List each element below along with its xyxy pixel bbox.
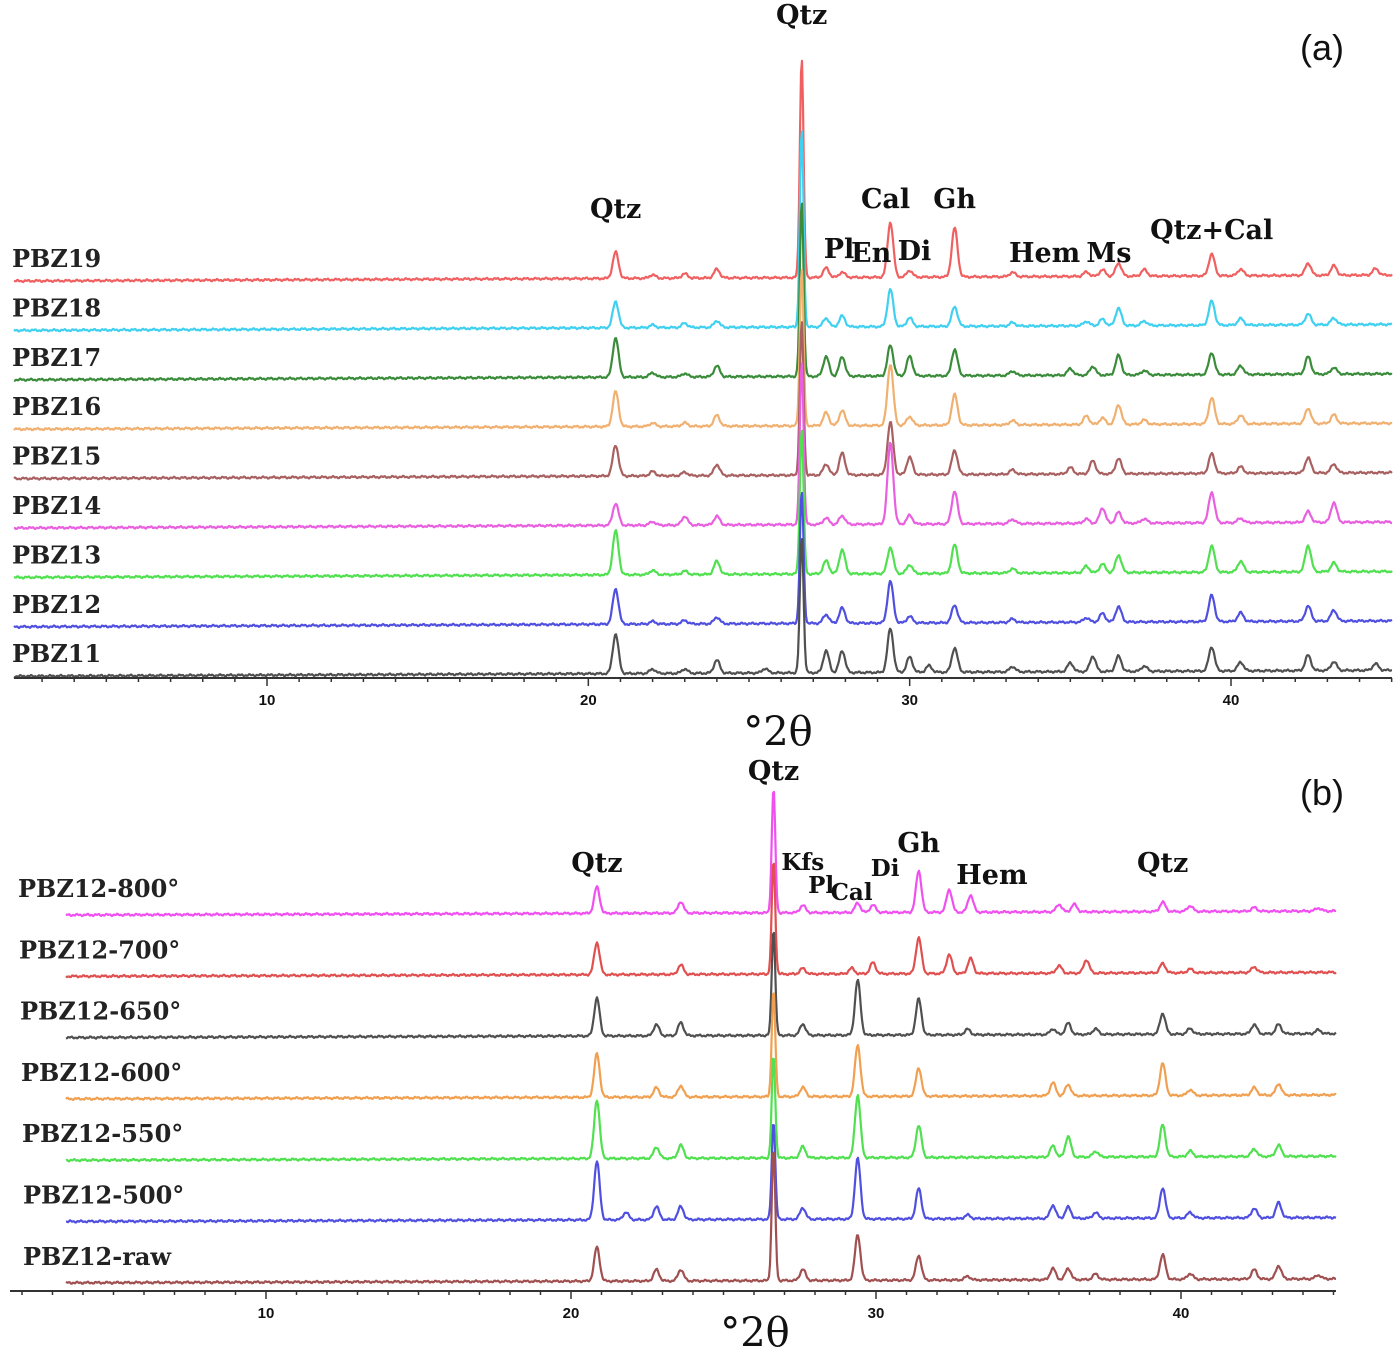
series-line-pbz11: [13, 538, 1393, 679]
phase-label-kfs: Kfs: [781, 849, 824, 876]
series-line-pbz18: [13, 130, 1393, 333]
series-label-pbz15: PBZ15: [12, 442, 101, 471]
series-line-pbz12-650: [65, 931, 1337, 1040]
series-label-pbz13: PBZ13: [12, 540, 101, 569]
series-label-pbz18: PBZ18: [12, 293, 101, 322]
phase-label-qtz: Qtz: [776, 0, 827, 31]
phase-label-ms: Ms: [1086, 238, 1131, 269]
phase-label-gh: Gh: [897, 828, 940, 859]
panel-a-sample-labels: PBZ19 PBZ18 PBZ17 PBZ16 PBZ15 PBZ14 PBZ13 PBZ12…: [12, 244, 101, 668]
panel-b-x-axis: 10 20 30 40: [10, 1290, 1336, 1322]
panel-a-letter: (a): [1300, 27, 1344, 68]
panel-b-sample-labels: PBZ12-800° PBZ12-700° PBZ12-650° PBZ12-600°…: [18, 874, 184, 1271]
x-tick-label: 40: [1223, 692, 1240, 709]
series-label-pbz16: PBZ16: [12, 392, 101, 421]
phase-label-qtz: Qtz: [571, 848, 622, 879]
series-line-pbz16: [13, 268, 1393, 432]
series-label-pbz12-700: PBZ12-700°: [19, 935, 180, 964]
series-label-pbz12-650: PBZ12-650°: [20, 997, 181, 1026]
series-line-pbz19: [13, 59, 1393, 284]
phase-label-di: Di: [898, 236, 932, 267]
series-line-pbz17: [13, 202, 1393, 382]
x-tick-label: 40: [1173, 1305, 1190, 1322]
panel-b-letter: (b): [1300, 772, 1344, 813]
phase-label-hem: Hem: [1009, 238, 1080, 269]
series-label-pbz12-500: PBZ12-500°: [23, 1181, 184, 1210]
series-line-pbz15: [13, 321, 1393, 481]
series-line-pbz12-800: [65, 790, 1337, 918]
series-label-pbz19: PBZ19: [12, 244, 101, 273]
series-label-pbz14: PBZ14: [12, 491, 101, 520]
series-label-pbz12-raw: PBZ12-raw: [23, 1242, 172, 1271]
phase-label-gh: Gh: [933, 184, 976, 215]
x-tick-label: 10: [259, 692, 276, 709]
x-tick-label: 30: [901, 692, 918, 709]
series-line-pbz12-600: [65, 992, 1337, 1102]
x-tick-label: 30: [868, 1305, 885, 1322]
phase-label-cal: Cal: [861, 184, 910, 215]
panel-a: (a) PBZ19PBZ18PBZ17PBZ16PBZ15PBZ14PBZ13P…: [12, 0, 1393, 755]
series-line-pbz12-700: [65, 862, 1337, 979]
panel-a-x-axis: 10 20 30 40: [14, 677, 1393, 709]
series-line-pbz14: [13, 362, 1393, 531]
series-label-pbz11: PBZ11: [12, 639, 101, 668]
series-line-pbz12-500: [65, 1124, 1337, 1224]
phase-label-di: Di: [871, 855, 900, 882]
series-label-pbz12: PBZ12: [12, 590, 101, 619]
phase-label-en: En: [851, 238, 892, 269]
x-tick-label: 20: [580, 692, 597, 709]
phase-label-pl: Pl: [824, 234, 855, 265]
series-line-pbz12: [13, 491, 1393, 630]
series-label-pbz12-550: PBZ12-550°: [22, 1119, 183, 1148]
x-tick-label: 10: [258, 1305, 275, 1322]
panel-b-x-axis-title: °2θ: [720, 1310, 790, 1356]
phase-label-hem: Hem: [956, 860, 1027, 891]
phase-label-cal: Cal: [831, 879, 873, 906]
panel-b: (b) PBZ12-800°PBZ12-700°PBZ12-650°PBZ12-…: [10, 756, 1344, 1356]
series-line-pbz12-raw: [65, 1151, 1337, 1285]
panel-a-traces: [13, 59, 1393, 679]
phase-label-qtz: Qtz: [590, 194, 641, 225]
phase-label-qtz: Qtz: [748, 756, 799, 787]
x-tick-label: 20: [563, 1305, 580, 1322]
panel-a-x-axis-title: °2θ: [743, 709, 813, 755]
panel-b-traces: [65, 790, 1337, 1285]
series-line-pbz12-550: [65, 1057, 1337, 1163]
phase-label-qtz-cal: Qtz+Cal: [1150, 215, 1273, 246]
series-label-pbz12-800: PBZ12-800°: [18, 874, 179, 903]
phase-label-pl: Pl: [808, 872, 834, 899]
series-label-pbz17: PBZ17: [12, 343, 101, 372]
series-label-pbz12-600: PBZ12-600°: [21, 1058, 182, 1087]
phase-label-qtz: Qtz: [1137, 848, 1188, 879]
series-line-pbz13: [13, 429, 1393, 580]
